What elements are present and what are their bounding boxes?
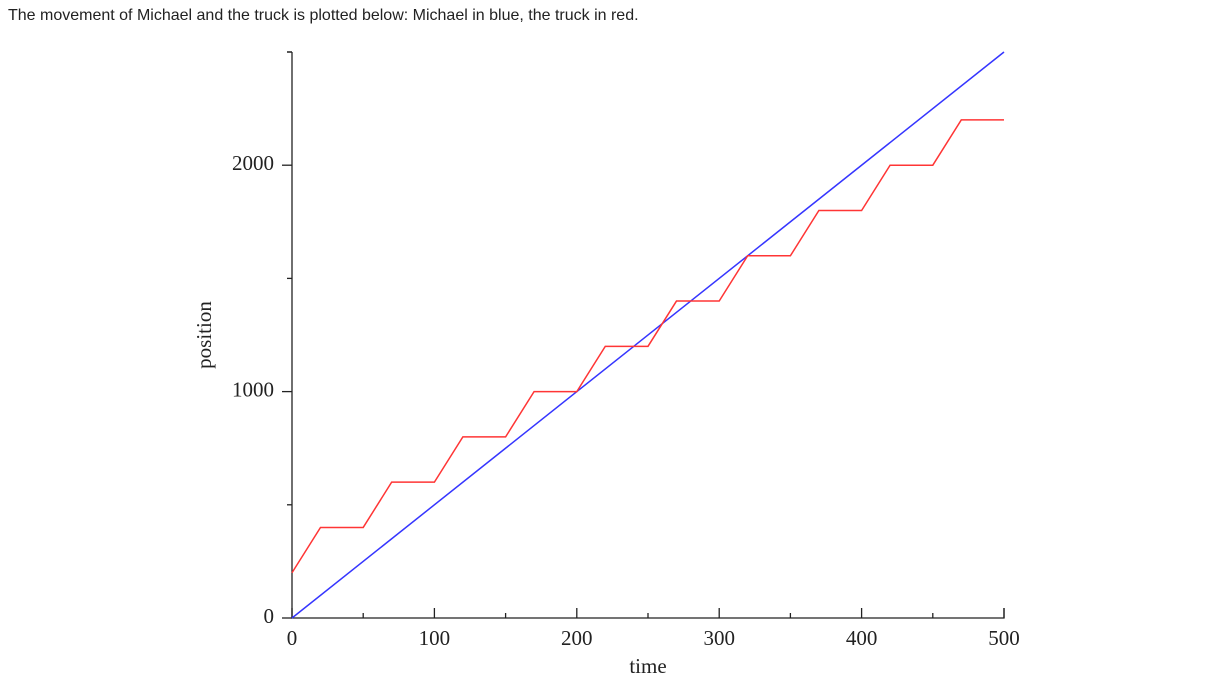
y-tick-label: 0 <box>264 604 275 628</box>
x-tick-label: 400 <box>846 626 878 650</box>
x-tick-label: 300 <box>703 626 735 650</box>
series-line <box>291 119 1004 574</box>
y-axis-label: position <box>192 301 216 369</box>
x-tick-label: 500 <box>988 626 1020 650</box>
series-line <box>291 51 1005 619</box>
y-tick-label: 1000 <box>232 377 274 401</box>
x-tick-label: 0 <box>287 626 298 650</box>
x-tick-label: 200 <box>561 626 593 650</box>
x-tick-label: 100 <box>419 626 451 650</box>
caption: The movement of Michael and the truck is… <box>8 7 639 24</box>
y-tick-label: 2000 <box>232 151 274 175</box>
x-axis-label: time <box>629 654 666 678</box>
